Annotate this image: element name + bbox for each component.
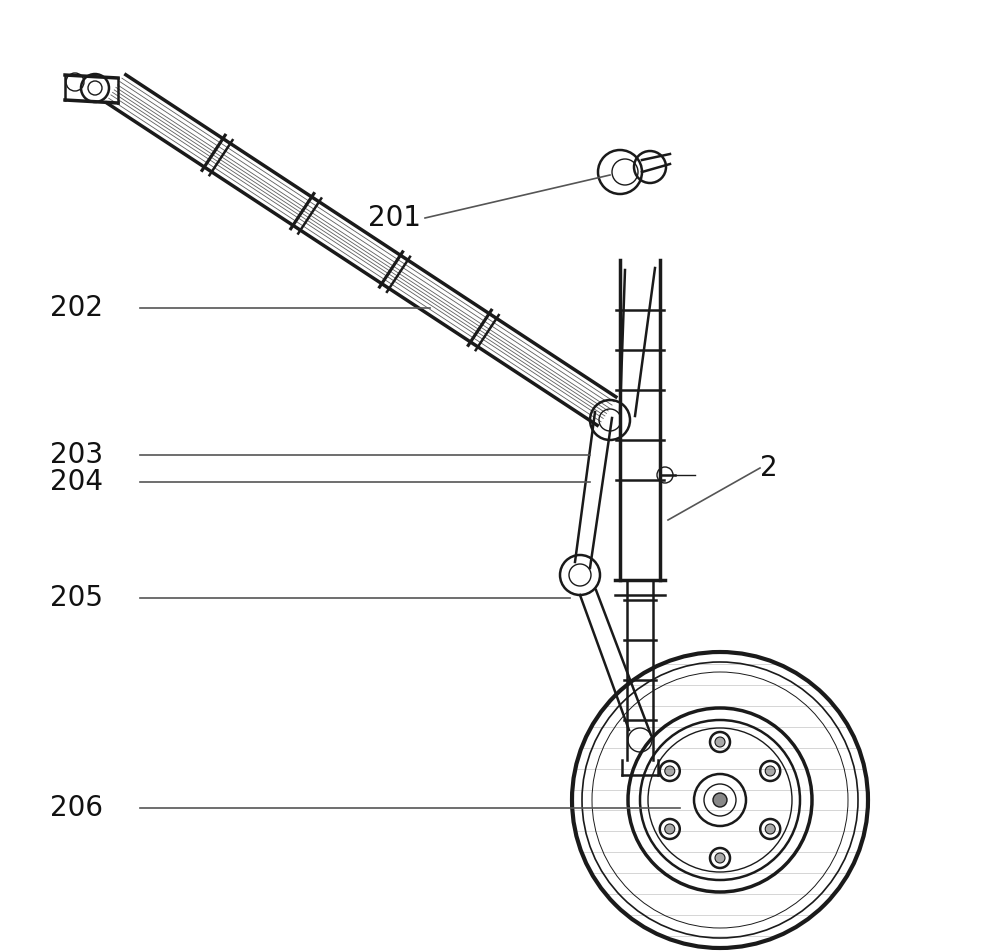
Circle shape	[715, 737, 725, 747]
Circle shape	[715, 853, 725, 863]
Text: 2: 2	[760, 454, 778, 482]
Circle shape	[665, 824, 675, 834]
Text: 202: 202	[50, 294, 103, 322]
Circle shape	[765, 824, 775, 834]
Text: 206: 206	[50, 794, 103, 822]
Circle shape	[713, 793, 727, 807]
Text: 201: 201	[368, 204, 421, 232]
Circle shape	[765, 766, 775, 776]
Text: 205: 205	[50, 584, 103, 612]
Text: 203: 203	[50, 441, 103, 469]
Text: 204: 204	[50, 468, 103, 496]
Circle shape	[665, 766, 675, 776]
